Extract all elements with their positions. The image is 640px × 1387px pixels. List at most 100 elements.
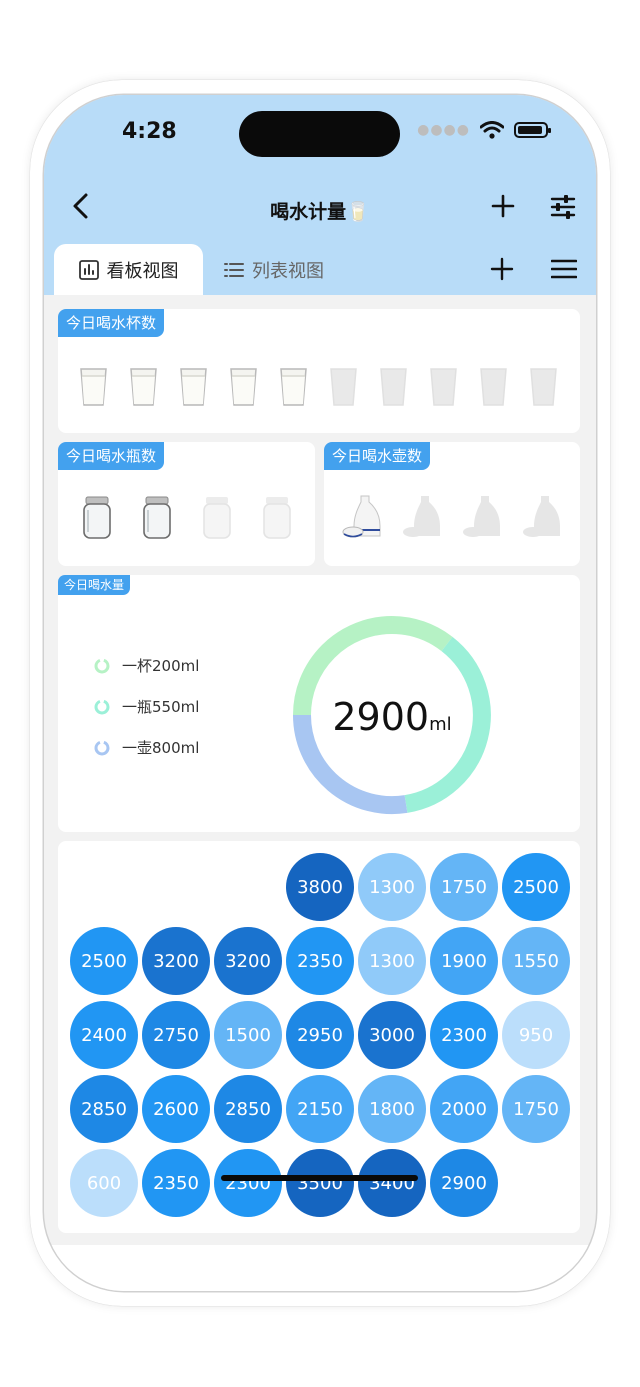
history-card: 3800 1300 1750 2500 2500 3200 3200 2350 1300 1900… bbox=[58, 841, 580, 1233]
history-bubble[interactable]: 2150 bbox=[286, 1075, 354, 1143]
history-bubble[interactable]: 2600 bbox=[142, 1075, 210, 1143]
settings-sliders-icon[interactable] bbox=[550, 194, 576, 220]
pots-row bbox=[342, 494, 564, 540]
empty-jar-icon bbox=[203, 497, 231, 539]
battery-icon bbox=[514, 122, 551, 138]
jar-icon bbox=[143, 496, 171, 539]
history-bubble[interactable]: 950 bbox=[502, 1001, 570, 1069]
total-volume-value: 2900 bbox=[332, 695, 430, 739]
pots-card: 今日喝水壶数 bbox=[324, 442, 580, 566]
donut-segment-bottle bbox=[404, 636, 491, 813]
history-bubble[interactable]: 2950 bbox=[286, 1001, 354, 1069]
history-bubble[interactable]: 1750 bbox=[430, 853, 498, 921]
empty-glass-icon bbox=[530, 368, 557, 406]
bottles-card-label: 今日喝水瓶数 bbox=[58, 442, 165, 470]
page-title: 喝水计量🥛 bbox=[270, 201, 370, 223]
history-bubble[interactable]: 2000 bbox=[430, 1075, 498, 1143]
history-bubble[interactable]: 1550 bbox=[502, 927, 570, 995]
empty-glass-icon bbox=[480, 368, 507, 406]
signal-icon: ●●●● bbox=[417, 122, 470, 138]
total-volume-unit: ml bbox=[429, 714, 452, 735]
tab-list-label: 列表视图 bbox=[252, 260, 324, 282]
milk-glass-icon bbox=[230, 368, 257, 406]
history-bubble[interactable]: 1900 bbox=[430, 927, 498, 995]
empty-sake-icon bbox=[523, 496, 560, 537]
home-indicator bbox=[221, 1175, 418, 1181]
history-bubble[interactable]: 1500 bbox=[214, 1001, 282, 1069]
pots-card-label: 今日喝水壶数 bbox=[324, 442, 431, 470]
history-bubble[interactable]: 2900 bbox=[430, 1149, 498, 1217]
legend-pot-label: 一壶800ml bbox=[122, 739, 200, 757]
history-bubble[interactable]: 2750 bbox=[142, 1001, 210, 1069]
back-icon[interactable] bbox=[66, 191, 96, 221]
history-bubble[interactable]: 2500 bbox=[502, 853, 570, 921]
history-bubble[interactable]: 1750 bbox=[502, 1075, 570, 1143]
add-view-icon[interactable] bbox=[490, 257, 514, 281]
history-bubble[interactable]: 1800 bbox=[358, 1075, 426, 1143]
donut-segment-cup bbox=[391, 616, 453, 652]
volume-card: 今日喝水量 一杯200ml 一瓶550ml 一壶800ml 2900ml bbox=[58, 575, 580, 832]
donut-segment-cup bbox=[293, 616, 393, 716]
menu-icon[interactable] bbox=[551, 258, 577, 280]
bar-chart-icon bbox=[78, 259, 99, 280]
history-bubble[interactable]: 3400 bbox=[358, 1149, 426, 1217]
history-bubble[interactable]: 2350 bbox=[142, 1149, 210, 1217]
bottles-row bbox=[82, 496, 292, 540]
wifi-icon bbox=[480, 121, 504, 139]
tab-board-view[interactable]: 看板视图 bbox=[54, 244, 203, 295]
tab-board-label: 看板视图 bbox=[106, 260, 179, 282]
history-bubble[interactable]: 2300 bbox=[430, 1001, 498, 1069]
history-bubble[interactable]: 2300 bbox=[214, 1149, 282, 1217]
history-bubble[interactable]: 600 bbox=[70, 1149, 138, 1217]
legend-cup-label: 一杯200ml bbox=[122, 657, 200, 675]
volume-donut-chart bbox=[292, 616, 491, 815]
legend-pot: 一壶800ml bbox=[94, 737, 199, 758]
history-bubble[interactable]: 2400 bbox=[70, 1001, 138, 1069]
empty-glass-icon bbox=[330, 368, 357, 406]
history-bubble[interactable]: 3800 bbox=[286, 853, 354, 921]
milk-glass-icon bbox=[130, 368, 157, 406]
dynamic-island bbox=[239, 111, 400, 157]
milk-glass-icon bbox=[180, 368, 207, 406]
bottles-card: 今日喝水瓶数 bbox=[58, 442, 315, 566]
empty-glass-icon bbox=[430, 368, 457, 406]
history-bubble[interactable]: 2350 bbox=[286, 927, 354, 995]
milk-glass-icon bbox=[280, 368, 307, 406]
history-bubble[interactable]: 3200 bbox=[142, 927, 210, 995]
history-bubble[interactable]: 2850 bbox=[70, 1075, 138, 1143]
jar-icon bbox=[83, 496, 111, 539]
history-bubble[interactable]: 3000 bbox=[358, 1001, 426, 1069]
sake-set-icon bbox=[342, 495, 381, 538]
tab-list-view[interactable]: 列表视图 bbox=[224, 244, 324, 295]
cups-card: 今日喝水杯数 bbox=[58, 309, 580, 433]
ring-icon bbox=[94, 699, 110, 714]
list-icon bbox=[224, 262, 244, 277]
ring-icon bbox=[94, 740, 110, 755]
empty-sake-icon bbox=[463, 496, 500, 537]
status-icons: ●●●● bbox=[417, 121, 551, 139]
bottom-strip bbox=[44, 1245, 596, 1291]
ring-icon bbox=[94, 658, 110, 673]
total-volume: 2900ml bbox=[292, 695, 492, 739]
legend-bottle: 一瓶550ml bbox=[94, 696, 199, 717]
cups-row bbox=[79, 367, 558, 407]
history-bubble[interactable]: 1300 bbox=[358, 927, 426, 995]
volume-card-label: 今日喝水量 bbox=[58, 575, 131, 595]
status-time: 4:28 bbox=[122, 119, 177, 144]
empty-sake-icon bbox=[403, 496, 440, 537]
milk-glass-icon bbox=[80, 368, 107, 406]
header: 4:28 ●●●● 喝水计量🥛 bbox=[44, 95, 596, 295]
history-bubble[interactable]: 3200 bbox=[214, 927, 282, 995]
history-bubble[interactable]: 1300 bbox=[358, 853, 426, 921]
legend-cup: 一杯200ml bbox=[94, 655, 199, 676]
empty-jar-icon bbox=[263, 497, 291, 539]
history-bubble[interactable]: 2850 bbox=[214, 1075, 282, 1143]
cups-card-label: 今日喝水杯数 bbox=[58, 309, 165, 337]
donut-segment-pot bbox=[292, 714, 408, 815]
empty-glass-icon bbox=[380, 368, 407, 406]
history-bubble[interactable]: 3500 bbox=[286, 1149, 354, 1217]
add-icon[interactable] bbox=[490, 193, 516, 219]
app-screen: 4:28 ●●●● 喝水计量🥛 bbox=[44, 95, 596, 1291]
history-bubble[interactable]: 2500 bbox=[70, 927, 138, 995]
legend-bottle-label: 一瓶550ml bbox=[122, 698, 200, 716]
